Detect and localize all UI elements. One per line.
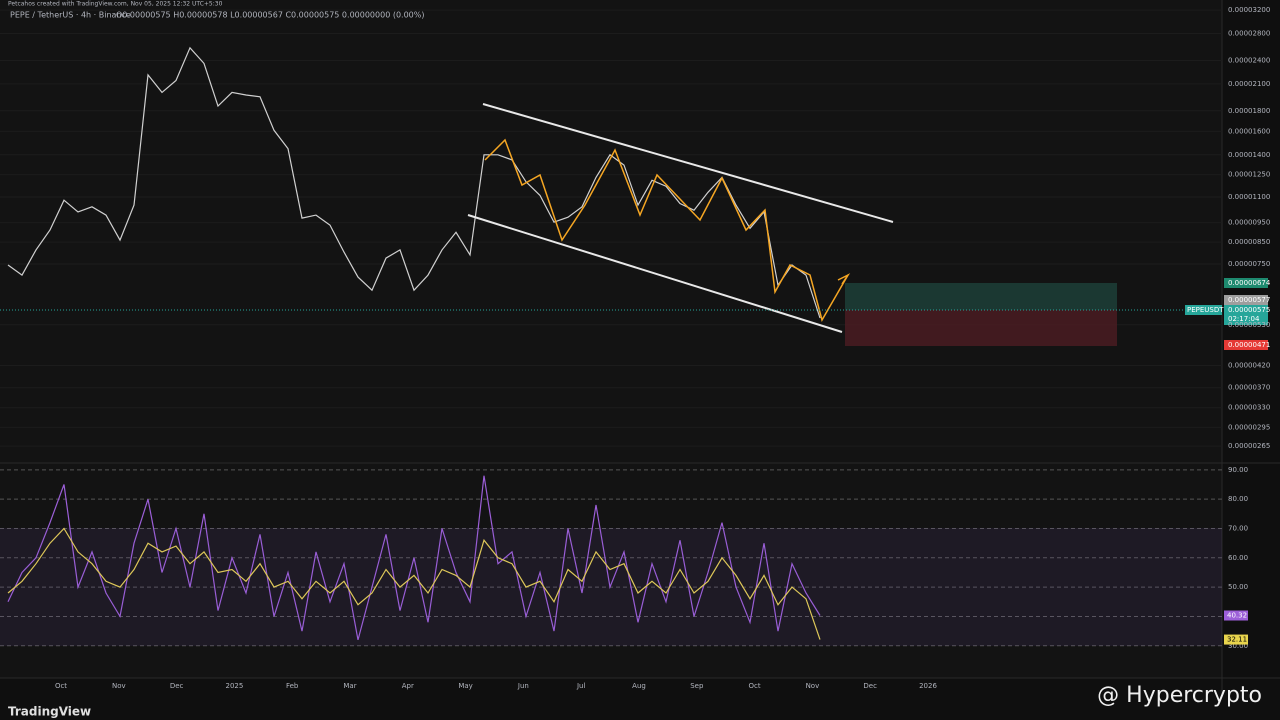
y-tick-label: 0.00000420 xyxy=(1228,362,1270,370)
arrow-head xyxy=(837,273,851,285)
y-tick-label: 0.00001600 xyxy=(1228,127,1270,135)
y-tick-label: 0.00000330 xyxy=(1228,404,1270,412)
x-tick-label: Aug xyxy=(632,682,646,690)
tag-bg xyxy=(1185,305,1222,315)
series-line xyxy=(7,46,821,319)
countdown: 02:17:04 xyxy=(1228,315,1260,323)
x-tick-label: May xyxy=(458,682,472,690)
target-zone xyxy=(845,283,1117,310)
tag-bg xyxy=(1224,295,1268,305)
y-tick-label: 0.00001800 xyxy=(1228,107,1270,115)
tag-bg xyxy=(1224,340,1268,350)
y-tick-label: 0.00000295 xyxy=(1228,423,1270,431)
y-tick-label: 0.00002800 xyxy=(1228,29,1270,37)
zigzag-projection xyxy=(484,138,849,322)
y-tick-label: 0.00000265 xyxy=(1228,442,1270,450)
x-tick-label: 2026 xyxy=(919,682,937,690)
value-tag: 40.32 xyxy=(1227,612,1247,620)
y-tick-label: 0.00000530 xyxy=(1228,321,1270,329)
y-tick-label: 0.00003200 xyxy=(1228,6,1270,14)
x-tick-label: Jun xyxy=(517,682,529,690)
brand: TradingView xyxy=(8,705,91,719)
x-tick-label: Sep xyxy=(690,682,704,690)
x-tick-label: Mar xyxy=(343,682,356,690)
x-tick-label: Dec xyxy=(863,682,877,690)
y-tick-label: 0.00000850 xyxy=(1228,238,1270,246)
tag-bg xyxy=(1224,305,1268,325)
y-tick-label: 80.00 xyxy=(1228,495,1248,503)
x-tick-label: 2025 xyxy=(225,682,243,690)
x-tick-label: Oct xyxy=(749,682,761,690)
tag-bg xyxy=(1224,278,1268,288)
mid-tag: 0.00000577 xyxy=(1228,296,1270,304)
channel-lower xyxy=(467,214,843,333)
watermark: @ Hypercrypto xyxy=(1097,683,1262,708)
channel-upper xyxy=(482,103,894,223)
y-tick-label: 70.00 xyxy=(1228,524,1248,532)
y-tick-label: 0.00000750 xyxy=(1228,260,1270,268)
y-tick-label: 50.00 xyxy=(1228,583,1248,591)
value-tag: 32.11 xyxy=(1227,636,1247,644)
published: Petcahos created with TradingView.com, N… xyxy=(8,1,223,8)
y-tick-label: 0.00001100 xyxy=(1228,193,1270,201)
y-tick-label: 0.00000950 xyxy=(1228,219,1270,227)
y-tick-label: 30.00 xyxy=(1228,642,1248,650)
ohlc: O0.00000575 H0.00000578 L0.00000567 C0.0… xyxy=(116,11,424,20)
x-tick-label: Jul xyxy=(576,682,586,690)
y-tick-label: 0.00002100 xyxy=(1228,80,1270,88)
y-tick-label: 0.00001250 xyxy=(1228,171,1270,179)
x-tick-label: Oct xyxy=(55,682,67,690)
series-line xyxy=(7,527,821,640)
stop-zone xyxy=(845,310,1117,346)
y-tick-label: 60.00 xyxy=(1228,554,1248,562)
stop-tag: 0.00000471 xyxy=(1228,341,1270,349)
series-line xyxy=(7,475,821,641)
x-tick-label: Nov xyxy=(112,682,126,690)
symbol-tag: PEPEUSDT xyxy=(1187,306,1224,314)
y-tick-label: 0.00002400 xyxy=(1228,56,1270,64)
x-tick-label: Feb xyxy=(286,682,299,690)
x-tick-label: Apr xyxy=(402,682,414,690)
y-tick-label: 0.00001400 xyxy=(1228,151,1270,159)
target-tag: 0.00000674 xyxy=(1228,279,1271,287)
y-tick-label: 0.00000370 xyxy=(1228,384,1270,392)
symbol-title: PEPE / TetherUS · 4h · Binance xyxy=(10,11,131,20)
value-tag-bg xyxy=(1224,610,1248,621)
y-tick-label: 90.00 xyxy=(1228,466,1248,474)
rsi-band xyxy=(0,528,1222,646)
value-tag-bg xyxy=(1224,634,1248,645)
x-tick-label: Nov xyxy=(806,682,820,690)
x-tick-label: Dec xyxy=(170,682,184,690)
last-tag: 0.00000575 xyxy=(1228,306,1270,314)
